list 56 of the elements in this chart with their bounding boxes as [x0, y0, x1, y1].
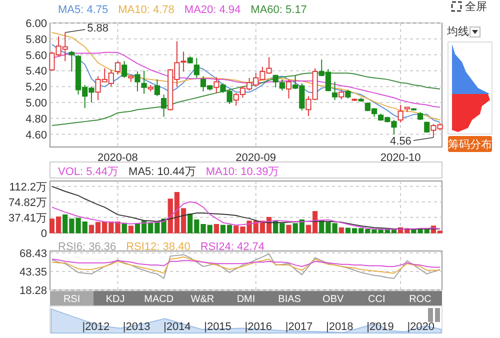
y-tick-label: 4.60 [26, 129, 47, 142]
x-tick-label: |2015 [204, 321, 232, 333]
y-tick-label: 5.80 [26, 34, 47, 46]
y-tick-label: 5.00 [26, 97, 47, 110]
x-tick-label: |2016 [244, 321, 272, 333]
series-label: RSI6: 36.36 [58, 241, 116, 253]
annotation: 5.88 [87, 22, 109, 35]
text: RSI [63, 294, 80, 305]
x-tick-label: |2012 [82, 321, 110, 333]
text: BIAS [278, 294, 302, 305]
series-label: RSI24: 42.74 [200, 241, 265, 253]
text: W&R [190, 294, 214, 305]
text: MACD [144, 294, 174, 305]
text: DMI [236, 294, 256, 305]
text: MA5: 10.44万 [128, 166, 196, 178]
x-tick-label: |2019 [366, 321, 394, 333]
series-label: RSI12: 38.40 [126, 241, 190, 253]
y-tick-label: 37.41万 [8, 212, 47, 224]
bar [122, 222, 127, 234]
y-tick-label: 43.35 [19, 266, 47, 278]
y-tick-label: 0 [40, 228, 47, 240]
bar [214, 224, 219, 234]
x-tick-label: 2020-09 [236, 152, 276, 164]
text: KDJ [106, 294, 125, 305]
text: MA60: 5.17 [250, 4, 307, 16]
y-tick-label: 5.20 [26, 82, 47, 94]
text: MA20: 4.94 [184, 4, 241, 16]
text: 均线 [446, 25, 469, 38]
text: 全屏 [465, 1, 487, 13]
y-tick-label: 112.2万 [9, 181, 47, 194]
y-tick-label: 74.82万 [8, 196, 47, 209]
y-tick-label: 6.00 [26, 18, 47, 30]
x-tick-label: 2020-08 [98, 152, 138, 164]
x-tick-label: |2013 [122, 321, 150, 333]
bar [128, 226, 134, 234]
y-tick-label: 18.28 [19, 285, 47, 297]
text: 筹码分布 [448, 139, 492, 151]
bar [286, 224, 292, 234]
x-tick-label: 2020-10 [380, 152, 421, 164]
text: MA10: 10.39万 [206, 166, 280, 178]
text: ROC [409, 294, 432, 305]
y-tick-label: 5.60 [26, 50, 47, 62]
y-tick-label: 68.43 [19, 248, 47, 260]
text: MA10: 4.78 [118, 4, 174, 16]
text: CCI [368, 294, 386, 305]
annotation: 4.56 [390, 135, 412, 148]
text: MA5: 4.75 [58, 4, 108, 16]
text: VOL: 5.44万 [58, 166, 119, 178]
y-tick-label: 4.80 [26, 113, 47, 126]
x-tick-label: |2018 [326, 321, 354, 333]
x-tick-label: |2017 [285, 321, 313, 333]
text: OBV [322, 294, 344, 305]
y-tick-label: 5.40 [26, 66, 47, 78]
bar [338, 227, 344, 234]
x-tick-label: |2014 [163, 321, 191, 333]
x-tick-label: |2020 [407, 321, 435, 333]
